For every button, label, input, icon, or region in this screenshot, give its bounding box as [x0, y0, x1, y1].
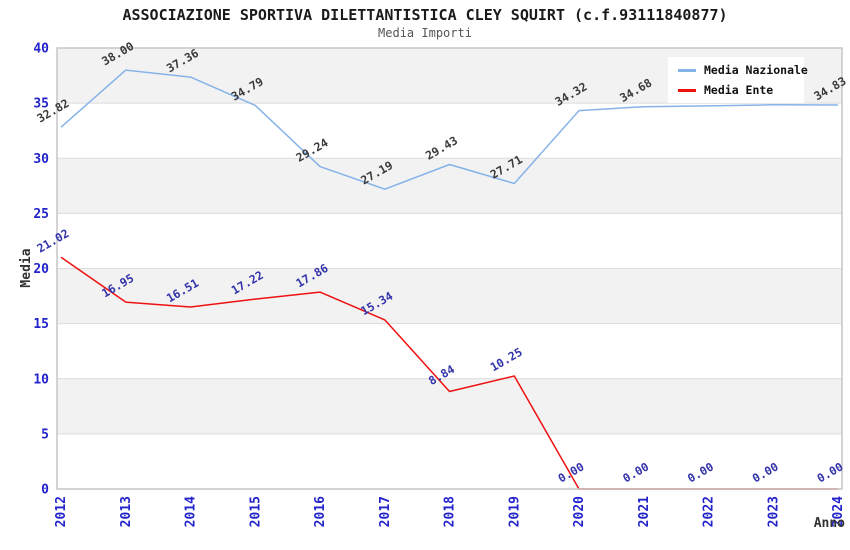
data-label: 0.00 [750, 460, 781, 486]
y-tick-label: 10 [33, 372, 49, 387]
plot-border [56, 47, 843, 490]
x-tick-label: 2013 [119, 496, 134, 527]
y-tick-label: 5 [41, 427, 49, 442]
series-line-nazionale [60, 69, 839, 190]
legend-label: Media Ente [704, 83, 774, 97]
plot-band [57, 158, 842, 214]
x-axis-title: Anno [814, 516, 845, 531]
x-tick-label: 2024 [831, 496, 846, 527]
y-tick-label: 15 [33, 317, 49, 332]
data-label: 0.00 [620, 460, 651, 486]
x-tick-label: 2019 [507, 496, 522, 527]
x-tick-label: 2020 [572, 496, 587, 527]
data-label: 0.00 [685, 460, 716, 486]
plot-band [57, 378, 842, 434]
legend-item-media-ente: Media Ente [668, 83, 804, 97]
y-tick-label: 35 [33, 97, 49, 112]
y-axis-title: Media [19, 248, 34, 287]
x-tick-label: 2016 [313, 496, 328, 527]
data-label: 21.02 [35, 226, 72, 255]
legend-item-media-nazionale: Media Nazionale [668, 63, 808, 77]
x-tick-label: 2017 [378, 496, 393, 527]
x-tick-label: 2023 [766, 496, 781, 527]
x-tick-label: 2021 [637, 496, 652, 527]
legend-swatch-ente-icon [678, 88, 696, 92]
y-tick-label: 40 [33, 42, 49, 57]
legend-label: Media Nazionale [704, 63, 808, 77]
x-tick-label: 2022 [702, 496, 717, 527]
legend-swatch-nazionale-icon [678, 68, 696, 72]
chart-subtitle: Media Importi [378, 26, 472, 40]
data-label: 0.00 [556, 460, 587, 486]
data-label: 10.25 [488, 345, 525, 374]
x-tick-label: 2014 [184, 496, 199, 527]
data-label: 0.00 [815, 460, 846, 486]
x-tick-label: 2018 [443, 496, 458, 527]
x-tick-label: 2015 [248, 496, 263, 527]
plot-band [57, 268, 842, 324]
y-tick-label: 30 [33, 152, 49, 167]
legend: Media Nazionale Media Ente [668, 57, 808, 103]
y-tick-label: 0 [41, 483, 49, 498]
y-tick-label: 20 [33, 262, 49, 277]
chart-title: ASSOCIAZIONE SPORTIVA DILETTANTISTICA CL… [122, 6, 728, 24]
y-tick-label: 25 [33, 207, 49, 222]
x-tick-label: 2012 [54, 496, 69, 527]
